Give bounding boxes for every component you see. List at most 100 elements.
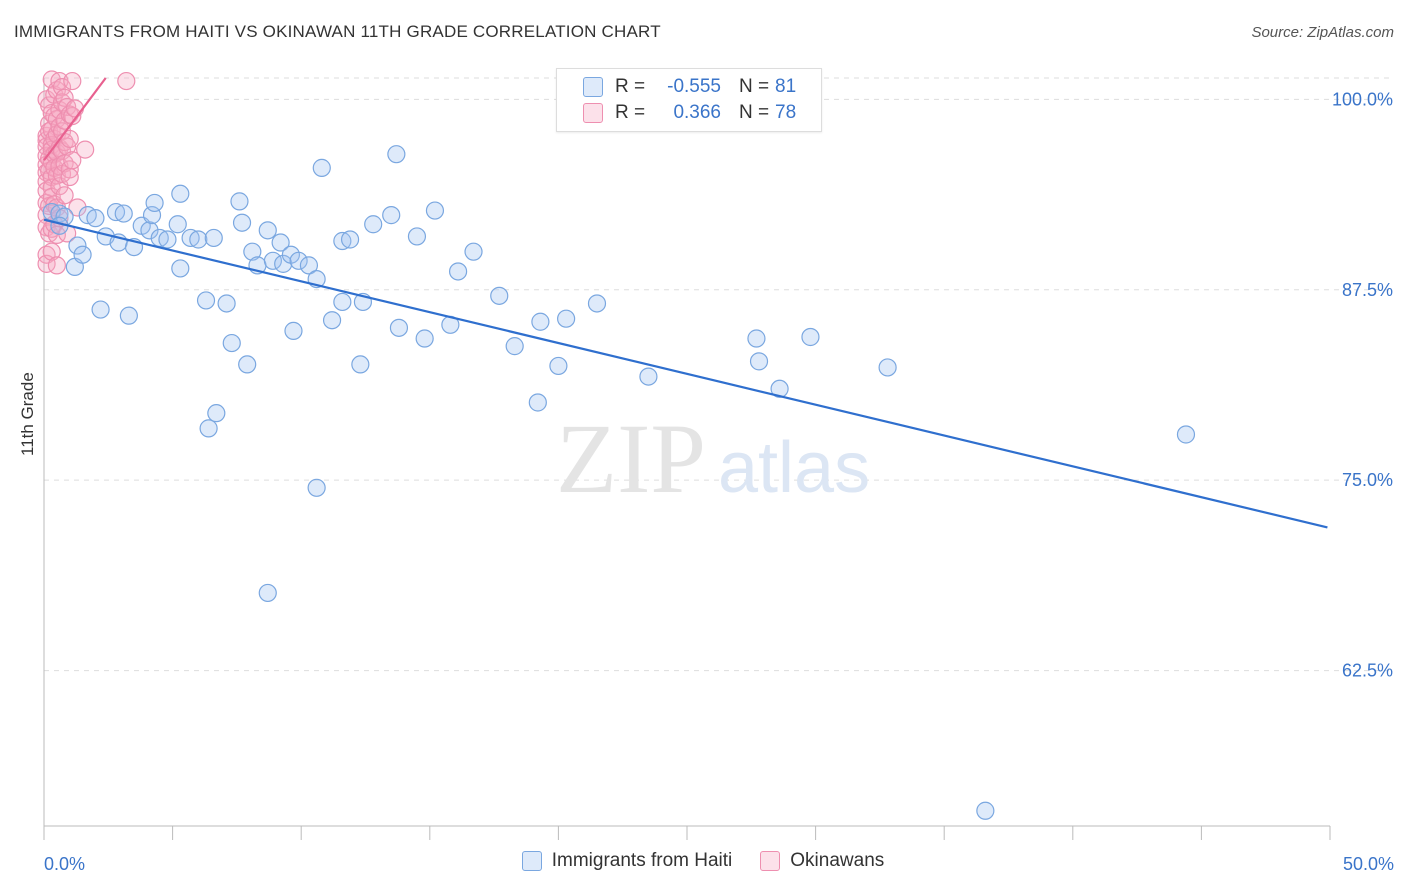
source-label: Source: ZipAtlas.com — [1251, 24, 1394, 41]
okinawans-point — [42, 242, 61, 261]
haiti-point — [464, 242, 483, 261]
legend-item-okinawans[interactable]: Okinawans — [760, 850, 884, 872]
y-axis-label: 11th Grade — [18, 372, 37, 456]
haiti-point — [340, 230, 360, 249]
haiti-point — [505, 337, 524, 356]
haiti-point — [490, 286, 509, 305]
r-value: -0.555 — [667, 76, 721, 97]
watermark-atlas: atlas — [718, 428, 870, 508]
haiti-point — [230, 192, 249, 211]
haiti-point — [168, 215, 187, 234]
legend-item-haiti[interactable]: Immigrants from Haiti — [521, 850, 732, 872]
haiti-point — [171, 184, 190, 203]
n-value: 81 — [775, 76, 797, 97]
haiti-point — [878, 358, 897, 377]
haiti-point — [425, 201, 445, 220]
haiti-point — [639, 367, 658, 386]
n-label: N = — [739, 102, 770, 123]
haiti-point — [1176, 425, 1196, 444]
haiti-point — [749, 352, 769, 371]
trend-layer — [43, 77, 1328, 529]
okinawans-point — [47, 256, 66, 275]
haiti-point — [747, 329, 766, 348]
haiti-point — [284, 321, 303, 340]
haiti-point — [145, 193, 164, 213]
haiti-point — [222, 333, 241, 353]
haiti-point — [528, 393, 547, 412]
y-tick-label: 100.0% — [1332, 89, 1393, 109]
haiti-point — [407, 227, 427, 246]
okinawans-swatch-icon — [583, 103, 603, 123]
haiti-point — [263, 251, 283, 270]
haiti-point — [389, 318, 409, 337]
okinawans-point — [63, 151, 82, 170]
okinawans-point — [65, 99, 84, 118]
okinawans-point — [117, 71, 136, 91]
haiti-point — [171, 259, 190, 278]
haiti-point — [549, 356, 568, 376]
haiti-point — [258, 583, 277, 603]
haiti-point — [217, 294, 236, 313]
haiti-point — [976, 801, 995, 820]
legend-label: Okinawans — [790, 850, 885, 871]
haiti-point — [587, 294, 607, 313]
r-label: R = — [615, 76, 646, 97]
chart-title: IMMIGRANTS FROM HAITI VS OKINAWAN 11TH G… — [14, 22, 661, 41]
okinawans-trend-line — [43, 77, 107, 161]
haiti-point — [86, 209, 105, 228]
x-tick-label: 50.0% — [1343, 854, 1394, 874]
okinawans-point — [76, 140, 95, 159]
correlation-legend: R = -0.555 N = 81 R = 0.366 N = 78 — [556, 68, 822, 132]
haiti-point — [91, 300, 110, 319]
haiti-point — [531, 312, 550, 331]
haiti-point — [189, 230, 208, 249]
haiti-point — [415, 329, 434, 348]
haiti-point — [204, 228, 223, 248]
n-label: N = — [739, 76, 770, 97]
haiti-point — [274, 254, 293, 273]
haiti-point — [387, 145, 406, 164]
haiti-point — [106, 202, 126, 222]
haiti-point — [232, 213, 252, 232]
haiti-point — [333, 292, 352, 312]
haiti-point — [114, 204, 133, 223]
haiti-point — [312, 158, 331, 177]
y-tick-label: 75.0% — [1342, 470, 1393, 490]
haiti-point — [243, 242, 262, 261]
haiti-point — [351, 355, 370, 374]
haiti-point — [119, 306, 138, 325]
grid-layer — [44, 77, 1394, 672]
haiti-trend-line — [43, 218, 1328, 529]
haiti-point — [68, 236, 87, 255]
haiti-point — [307, 478, 326, 497]
haiti-swatch-icon — [521, 851, 542, 871]
haiti-point — [299, 256, 319, 275]
haiti-point — [158, 230, 177, 249]
okinawans-point — [55, 186, 74, 205]
okinawans-point — [52, 78, 72, 97]
r-value: 0.366 — [673, 102, 721, 123]
y-tick-label: 87.5% — [1342, 280, 1393, 300]
watermark-zip: ZIP — [556, 403, 706, 514]
okinawans-point — [63, 71, 82, 91]
haiti-point — [770, 379, 789, 398]
okinawans-point — [60, 167, 79, 187]
haiti-point — [238, 355, 257, 374]
okinawans-point — [68, 198, 87, 217]
axis-layer — [43, 78, 1331, 840]
series-legend: Immigrants from Haiti Okinawans — [0, 850, 1406, 872]
haiti-point — [196, 291, 216, 310]
okinawans-swatch-icon — [760, 851, 781, 871]
haiti-point — [333, 231, 352, 251]
y-tick-label: 62.5% — [1342, 661, 1393, 681]
haiti-point — [181, 228, 200, 248]
n-value: 78 — [775, 102, 797, 123]
legend-row-haiti: R = -0.555 N = 81 — [583, 75, 796, 99]
haiti-point — [271, 233, 290, 252]
haiti-point — [364, 215, 383, 234]
okinawans-points — [37, 70, 136, 275]
x-tick-label: 0.0% — [44, 854, 85, 874]
r-label: R = — [615, 102, 646, 123]
haiti-point — [448, 262, 468, 281]
